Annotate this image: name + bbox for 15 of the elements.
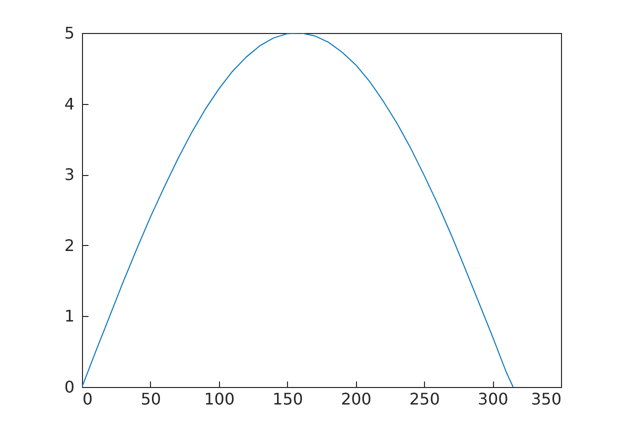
y-tick-label: 3 [64, 165, 74, 184]
x-tick-label: 100 [204, 390, 235, 408]
x-tick-label: 50 [140, 390, 162, 408]
x-tick-label: 300 [478, 390, 508, 408]
line-series [82, 33, 514, 387]
x-tick-label: 350 [530, 390, 562, 408]
y-tick-label: 1 [64, 306, 74, 326]
x-tick-label: 150 [272, 390, 304, 408]
x-tick-label: 250 [409, 390, 440, 408]
x-tick-label: 200 [340, 390, 372, 408]
y-tick-label: 2 [64, 236, 74, 255]
y-tick-label: 0 [64, 378, 74, 396]
y-tick-label: 5 [64, 24, 74, 42]
y-tick-label: 4 [64, 94, 74, 114]
x-tick-label: 0 [82, 390, 93, 408]
